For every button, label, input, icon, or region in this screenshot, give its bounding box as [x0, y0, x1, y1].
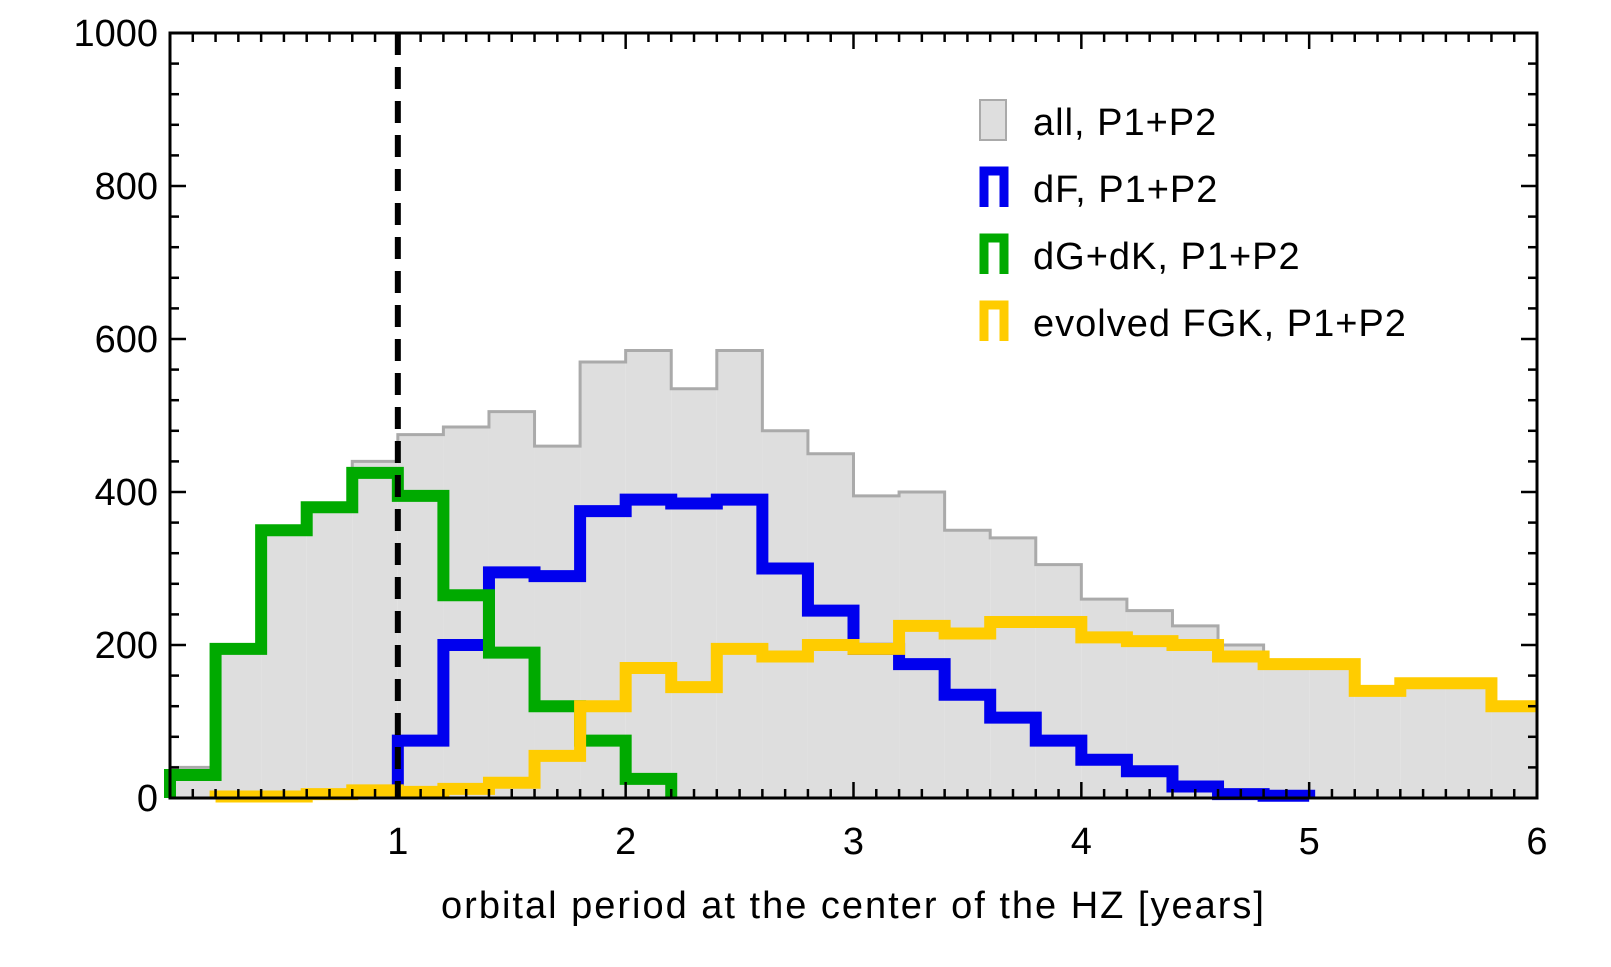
- legend-swatch-all-p1-p2: [979, 99, 1007, 141]
- bar-all-p1-p2-7: [488, 411, 535, 798]
- bar-all-p1-p2-17: [944, 530, 991, 798]
- bar-all-p1-p2-1: [215, 645, 262, 798]
- x-axis-label: orbital period at the center of the HZ […: [441, 885, 1266, 927]
- y-tick-label: 0: [137, 778, 158, 820]
- bar-all-p1-p2-3: [306, 507, 353, 798]
- series-line-df-p1-p2: [391, 493, 1316, 802]
- tick-labels: 1 2 3 4 5 6 0 200 400 600 800 1000: [73, 13, 1547, 863]
- legend-label-all-p1-p2: all, P1+P2: [1033, 102, 1217, 144]
- bar-all-p1-p2-24: [1263, 664, 1310, 798]
- y-tick-label: 800: [95, 166, 158, 208]
- bar-all-p1-p2-25: [1309, 667, 1355, 798]
- y-tick-label: 600: [95, 319, 158, 361]
- x-tick-label: 3: [843, 821, 864, 863]
- bar-all-p1-p2-11: [671, 388, 717, 798]
- bar-all-p1-p2-23: [1218, 645, 1264, 798]
- legend-label-dg-dk-p1-p2: dG+dK, P1+P2: [1033, 236, 1301, 278]
- bar-all-p1-p2-10: [625, 350, 672, 798]
- bar-all-p1-p2-29: [1491, 702, 1537, 798]
- x-tick-label: 2: [615, 821, 636, 863]
- x-tick-label: 4: [1071, 821, 1092, 863]
- bar-all-p1-p2-2: [261, 530, 307, 798]
- bar-all-p1-p2-13: [762, 430, 808, 798]
- bar-all-p1-p2-4: [352, 461, 398, 798]
- bar-all-p1-p2-6: [443, 426, 489, 798]
- bar-all-p1-p2-18: [990, 537, 1036, 798]
- legend-swatch-df-p1-p2: [979, 166, 1009, 207]
- y-tick-label: 200: [95, 625, 158, 667]
- legend-label-df-p1-p2: dF, P1+P2: [1033, 169, 1218, 211]
- x-tick-label: 5: [1299, 821, 1320, 863]
- bar-all-p1-p2-14: [807, 453, 854, 798]
- x-tick-label: 1: [387, 821, 408, 863]
- legend-label-evolved-fgk-p1-p2: evolved FGK, P1+P2: [1033, 303, 1407, 345]
- axis-ticks: [168, 31, 1539, 800]
- bar-all-p1-p2-8: [534, 446, 581, 798]
- all-histogram-layer: [168, 348, 1537, 798]
- bar-all-p1-p2-9: [580, 361, 626, 798]
- legend: all, P1+P2 dF, P1+P2 dG+dK, P1+P2 evolved F…: [979, 99, 1407, 345]
- bar-all-p1-p2-27: [1400, 687, 1446, 798]
- bar-all-p1-p2-22: [1172, 625, 1219, 798]
- bar-all-p1-p2-12: [716, 350, 763, 798]
- y-tick-label: 400: [95, 472, 158, 514]
- bar-all-p1-p2-16: [899, 492, 945, 798]
- bar-all-p1-p2-20: [1081, 599, 1127, 798]
- series-line-dg-dk-p1-p2: [164, 466, 678, 798]
- x-tick-label: 6: [1526, 821, 1547, 863]
- bar-all-p1-p2-19: [1035, 564, 1082, 798]
- bar-all-p1-p2-28: [1445, 683, 1492, 798]
- legend-swatch-dg-dk-p1-p2: [979, 233, 1009, 274]
- legend-swatch-evolved-fgk-p1-p2: [979, 300, 1009, 341]
- bar-all-p1-p2-26: [1354, 690, 1401, 798]
- y-tick-label: 1000: [73, 13, 158, 55]
